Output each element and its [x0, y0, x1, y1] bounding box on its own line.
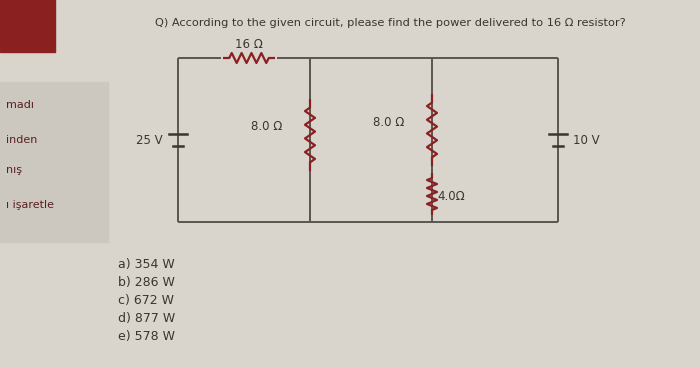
Text: Q) According to the given circuit, please find the power delivered to 16 Ω resis: Q) According to the given circuit, pleas… — [155, 18, 625, 28]
Text: b) 286 W: b) 286 W — [118, 276, 175, 289]
Text: 8.0 Ω: 8.0 Ω — [372, 116, 404, 128]
Text: c) 672 W: c) 672 W — [118, 294, 174, 307]
Text: 10 V: 10 V — [573, 134, 600, 146]
Text: e) 578 W: e) 578 W — [118, 330, 175, 343]
Text: nış: nış — [6, 165, 22, 175]
Text: madı: madı — [6, 100, 34, 110]
Text: 8.0 Ω: 8.0 Ω — [251, 120, 282, 134]
Bar — [0, 82, 108, 242]
Text: 16 Ω: 16 Ω — [235, 38, 263, 50]
Text: a) 354 W: a) 354 W — [118, 258, 175, 271]
Text: d) 877 W: d) 877 W — [118, 312, 175, 325]
Bar — [0, 0, 55, 52]
Text: 25 V: 25 V — [136, 134, 163, 146]
Text: inden: inden — [6, 135, 37, 145]
Text: 4.0Ω: 4.0Ω — [437, 190, 465, 202]
Text: ı işaretle: ı işaretle — [6, 200, 54, 210]
